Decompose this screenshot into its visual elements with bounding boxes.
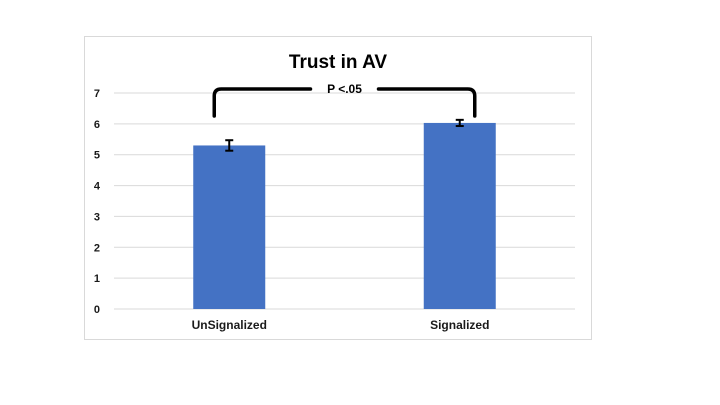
x-axis-categories: UnSignalized Signalized bbox=[192, 318, 490, 332]
y-tick-label: 3 bbox=[94, 211, 100, 223]
y-axis-ticks: 0 1 2 3 4 5 6 7 bbox=[94, 88, 101, 316]
chart-frame bbox=[84, 36, 592, 340]
y-tick-label: 5 bbox=[94, 150, 100, 162]
bars bbox=[193, 122, 496, 309]
significance-bracket: P <.05 bbox=[212, 82, 477, 118]
error-bar bbox=[225, 139, 234, 152]
x-category-label: Signalized bbox=[430, 318, 489, 332]
error-bars bbox=[225, 118, 464, 152]
bar-unsignalized bbox=[193, 145, 266, 309]
y-tick-label: 0 bbox=[94, 304, 100, 316]
y-tick-label: 4 bbox=[94, 181, 101, 193]
x-category-label: UnSignalized bbox=[192, 318, 267, 332]
y-tick-label: 2 bbox=[94, 242, 100, 254]
bracket-right bbox=[376, 87, 477, 118]
y-tick-label: 7 bbox=[94, 88, 100, 100]
bar-signalized bbox=[423, 122, 496, 309]
bracket-left bbox=[212, 87, 313, 118]
significance-label: P <.05 bbox=[327, 82, 362, 96]
chart-title: Trust in AV bbox=[289, 52, 388, 73]
y-tick-label: 1 bbox=[94, 273, 100, 285]
gridlines bbox=[114, 92, 575, 310]
error-bar bbox=[455, 118, 464, 128]
y-tick-label: 6 bbox=[94, 119, 100, 131]
